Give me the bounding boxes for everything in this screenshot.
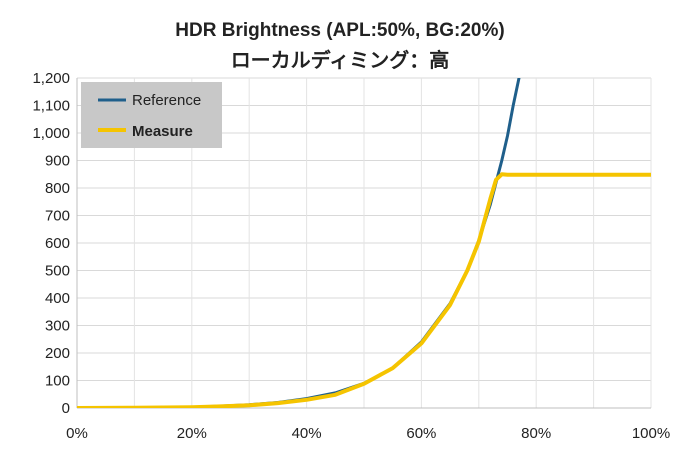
x-tick-label: 60% [406,425,436,442]
series-lines [77,78,651,408]
y-tick-label: 900 [45,153,70,170]
y-tick-label: 600 [45,235,70,252]
legend: Reference Measure [81,82,222,148]
chart-subtitle: ローカルディミング：高 [231,48,450,72]
y-tick-label: 700 [45,208,70,225]
y-tick-label: 1,000 [32,125,70,142]
axes: 0 100 200 300 400 500 600 700 800 900 1,000 1,100 1,… [32,70,670,442]
legend-label-reference: Reference [132,92,201,109]
y-tick-label: 200 [45,345,70,362]
x-tick-label: 80% [521,425,551,442]
chart-title: HDR Brightness (APL:50%, BG:20%) [175,20,504,41]
y-tick-label: 500 [45,263,70,280]
series-line-measure [77,172,651,408]
x-tick-label: 40% [292,425,322,442]
x-tick-label: 20% [177,425,207,442]
x-tick-label: 0% [66,425,88,442]
y-tick-label: 1,200 [32,70,70,87]
x-tick-label: 100% [632,425,670,442]
y-tick-label: 800 [45,180,70,197]
y-tick-label: 300 [45,318,70,335]
legend-label-measure: Measure [132,123,193,140]
y-tick-label: 400 [45,290,70,307]
y-tick-label: 100 [45,373,70,390]
y-tick-label: 1,100 [32,98,70,115]
legend-background [81,82,222,148]
y-tick-label: 0 [62,400,70,417]
